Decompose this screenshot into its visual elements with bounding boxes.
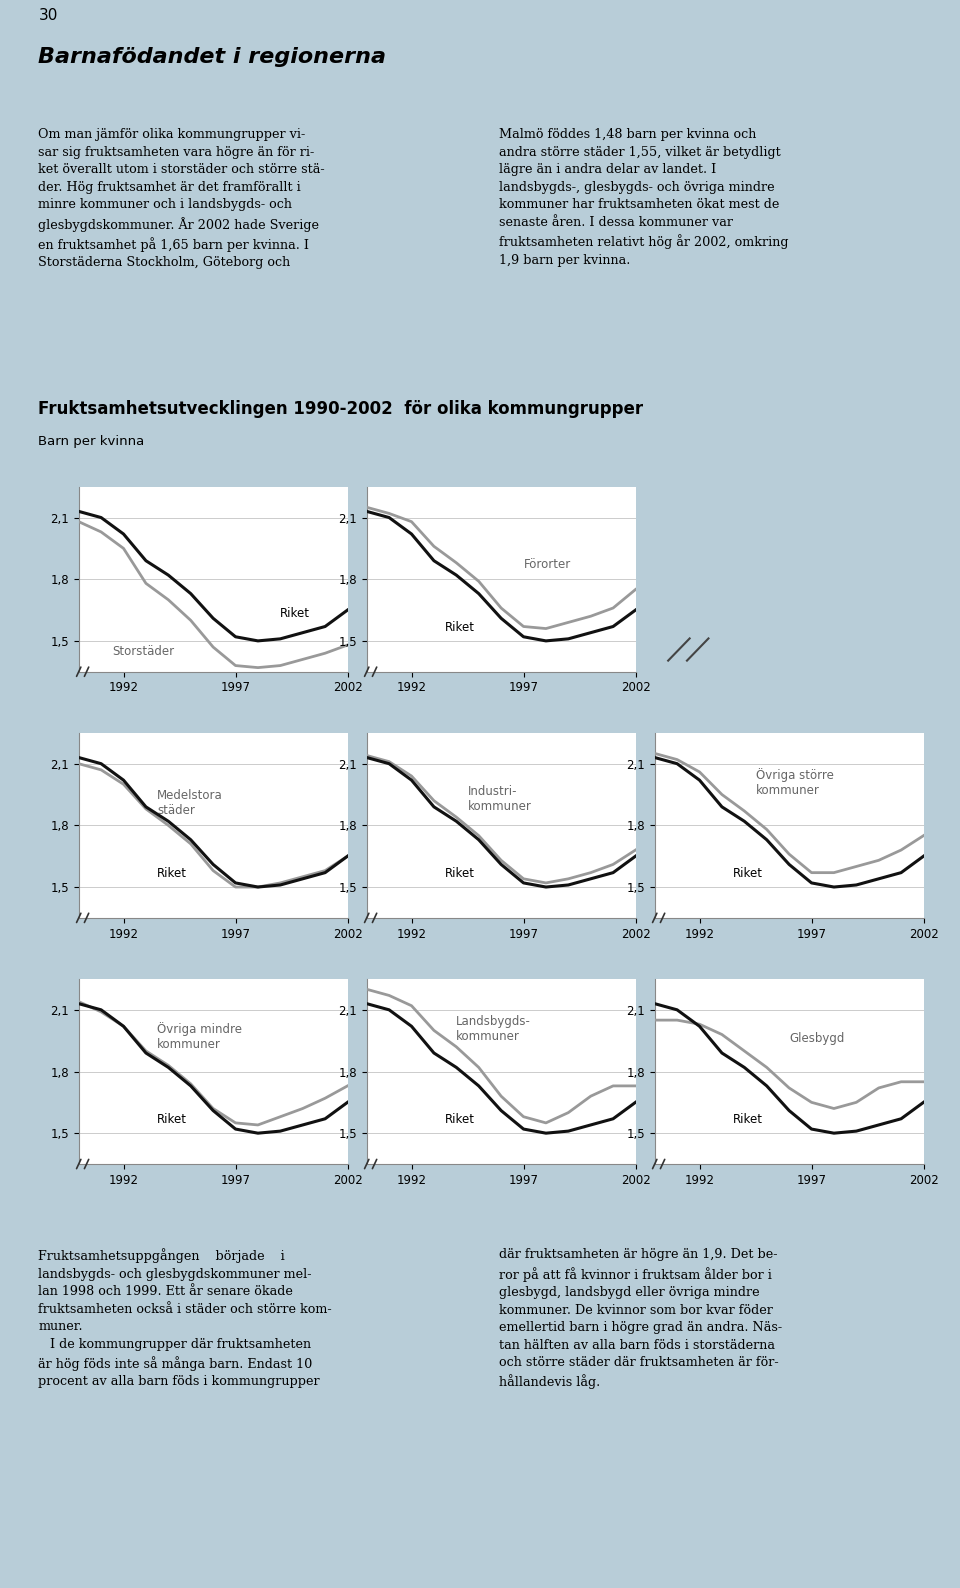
Text: Riket: Riket [733, 1113, 763, 1126]
Text: 30: 30 [38, 8, 58, 22]
Text: där fruktsamheten är högre än 1,9. Det be-
ror på att få kvinnor i fruktsam ålde: där fruktsamheten är högre än 1,9. Det b… [499, 1248, 782, 1390]
Text: Riket: Riket [445, 1113, 475, 1126]
Text: Övriga mindre
kommuner: Övriga mindre kommuner [157, 1023, 242, 1051]
Text: Övriga större
kommuner: Övriga större kommuner [756, 767, 833, 797]
Text: Förorter: Förorter [523, 557, 571, 572]
Text: Storstäder: Storstäder [112, 645, 175, 659]
Text: Malmö föddes 1,48 barn per kvinna och
andra större städer 1,55, vilket är betydl: Malmö föddes 1,48 barn per kvinna och an… [499, 129, 789, 267]
Text: Riket: Riket [445, 867, 475, 880]
Text: Fruktsamhetsuppgången    började    i
landsbygds- och glesbygdskommuner mel-
lan: Fruktsamhetsuppgången började i landsbyg… [38, 1248, 332, 1388]
Text: Barn per kvinna: Barn per kvinna [38, 435, 145, 448]
Text: Fruktsamhetsutvecklingen 1990-2002  för olika kommungrupper: Fruktsamhetsutvecklingen 1990-2002 för o… [38, 400, 643, 418]
Text: Industri-
kommuner: Industri- kommuner [468, 784, 532, 813]
Text: Riket: Riket [157, 867, 187, 880]
Text: Barnafödandet i regionerna: Barnafödandet i regionerna [38, 46, 386, 67]
Text: Riket: Riket [280, 607, 310, 621]
Text: Om man jämför olika kommungrupper vi-
sar sig fruktsamheten vara högre än för ri: Om man jämför olika kommungrupper vi- sa… [38, 129, 325, 270]
Text: Riket: Riket [157, 1113, 187, 1126]
Text: Riket: Riket [445, 621, 475, 634]
Text: Riket: Riket [733, 867, 763, 880]
Text: Glesbygd: Glesbygd [789, 1032, 845, 1045]
Text: Medelstora
städer: Medelstora städer [157, 789, 223, 818]
Text: Landsbygds-
kommuner: Landsbygds- kommuner [456, 1015, 531, 1043]
